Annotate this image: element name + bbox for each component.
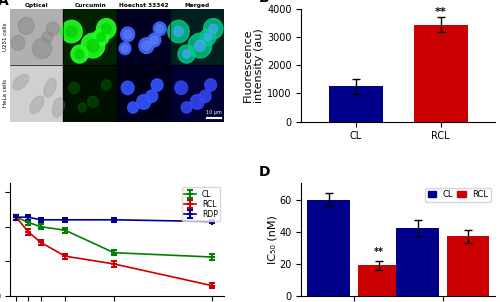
Text: **: ** <box>374 247 384 257</box>
Bar <box>10 65 64 122</box>
Circle shape <box>190 95 204 109</box>
Ellipse shape <box>12 75 28 90</box>
Circle shape <box>200 29 216 46</box>
Circle shape <box>119 42 131 55</box>
Circle shape <box>148 33 161 47</box>
Circle shape <box>151 79 163 91</box>
Text: HeLa cells: HeLa cells <box>3 79 8 108</box>
Text: Merged: Merged <box>184 3 210 8</box>
Circle shape <box>150 36 158 44</box>
Circle shape <box>209 24 218 33</box>
Circle shape <box>174 27 184 37</box>
Circle shape <box>97 33 105 41</box>
Ellipse shape <box>52 98 64 117</box>
Bar <box>64 65 117 122</box>
Circle shape <box>156 25 164 33</box>
Bar <box>414 24 468 122</box>
Circle shape <box>81 33 104 58</box>
Circle shape <box>87 40 99 52</box>
Circle shape <box>96 19 116 39</box>
Circle shape <box>18 18 34 34</box>
Circle shape <box>139 38 154 53</box>
Bar <box>117 65 170 122</box>
Circle shape <box>168 20 189 43</box>
Circle shape <box>146 90 158 102</box>
Y-axis label: IC₅₀ (nM): IC₅₀ (nM) <box>268 215 278 264</box>
Circle shape <box>32 38 52 59</box>
Circle shape <box>42 32 53 43</box>
Circle shape <box>137 95 150 109</box>
Circle shape <box>154 22 166 36</box>
Text: D: D <box>259 165 270 179</box>
Text: Curcumin: Curcumin <box>74 3 106 8</box>
Circle shape <box>46 22 59 36</box>
Bar <box>358 265 400 296</box>
Circle shape <box>93 29 109 46</box>
Circle shape <box>66 26 77 37</box>
Bar <box>307 200 350 296</box>
Circle shape <box>175 81 188 95</box>
Circle shape <box>181 102 192 113</box>
Bar <box>328 86 382 122</box>
Bar <box>10 9 64 65</box>
Circle shape <box>182 50 190 58</box>
Circle shape <box>204 79 216 91</box>
Legend: CL, RCL, RDP: CL, RCL, RDP <box>182 187 220 221</box>
Text: Hoechst 33342: Hoechst 33342 <box>119 3 168 8</box>
Bar <box>170 65 224 122</box>
Circle shape <box>88 96 99 108</box>
Circle shape <box>204 34 212 41</box>
Ellipse shape <box>44 79 56 97</box>
Circle shape <box>120 27 134 42</box>
Y-axis label: Fluorescence
intensity (au): Fluorescence intensity (au) <box>242 28 264 103</box>
Circle shape <box>102 24 111 34</box>
Circle shape <box>200 90 211 102</box>
Bar <box>170 9 224 65</box>
Legend: CL, RCL: CL, RCL <box>425 188 491 202</box>
Bar <box>64 9 117 65</box>
Ellipse shape <box>30 96 44 113</box>
Circle shape <box>122 45 128 52</box>
Text: B: B <box>259 0 270 5</box>
Circle shape <box>71 45 88 63</box>
Circle shape <box>122 81 134 95</box>
Circle shape <box>102 80 111 90</box>
Bar <box>446 236 489 296</box>
Circle shape <box>194 40 205 51</box>
Circle shape <box>178 45 195 63</box>
Circle shape <box>124 30 132 39</box>
Circle shape <box>61 20 82 43</box>
Text: A: A <box>0 0 9 8</box>
Bar <box>396 228 439 296</box>
Circle shape <box>142 41 151 50</box>
Text: **: ** <box>435 8 446 18</box>
Text: Optical: Optical <box>25 3 48 8</box>
Text: U251 cells: U251 cells <box>3 23 8 51</box>
Circle shape <box>78 103 86 112</box>
Circle shape <box>204 19 223 39</box>
Circle shape <box>69 82 80 93</box>
Text: 10 μm: 10 μm <box>206 110 222 115</box>
Bar <box>117 9 170 65</box>
Circle shape <box>76 50 84 59</box>
Circle shape <box>128 102 138 113</box>
Circle shape <box>11 36 25 50</box>
Circle shape <box>188 33 212 58</box>
